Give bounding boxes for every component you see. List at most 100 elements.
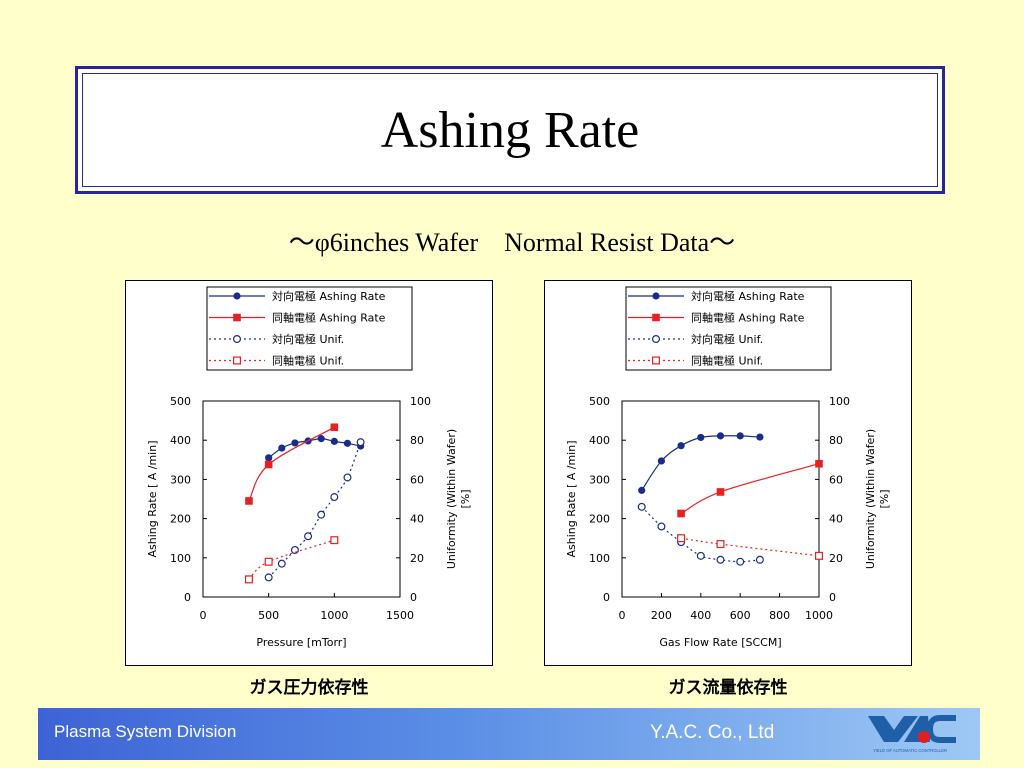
data-point — [716, 555, 725, 564]
series-line — [248, 539, 335, 580]
data-point — [677, 534, 686, 543]
y-tick-label: 300 — [170, 473, 191, 486]
data-point — [677, 442, 685, 450]
data-point — [756, 433, 764, 441]
logo-y-shape — [868, 716, 918, 742]
data-point — [652, 292, 660, 300]
page-title: Ashing Rate — [380, 101, 640, 159]
data-point — [343, 439, 352, 447]
x-tick-label: 600 — [730, 609, 751, 622]
data-point — [330, 423, 339, 432]
footer-company: Y.A.C. Co., Ltd — [650, 722, 775, 743]
y-tick-label: 400 — [589, 434, 610, 447]
legend-label: 対向電極 Ashing Rate — [691, 289, 805, 303]
data-point — [330, 493, 339, 502]
y2-axis-label: Uniformity (Within Wafer) — [445, 429, 458, 569]
data-point — [657, 457, 665, 465]
data-point — [264, 557, 273, 566]
legend-label: 同軸電極 Unif. — [272, 354, 344, 368]
x-tick-label: 1000 — [805, 609, 833, 622]
data-point — [290, 545, 299, 554]
data-point — [736, 557, 745, 566]
data-point — [304, 532, 313, 541]
x-axis-label: Pressure [mTorr] — [256, 636, 346, 649]
y-axis-label: Ashing Rate [ A /min] — [565, 440, 578, 557]
y-tick-label: 200 — [170, 513, 191, 526]
data-point — [264, 573, 273, 582]
data-point — [232, 334, 241, 343]
legend-label: 対向電極 Unif. — [272, 332, 344, 346]
x-tick-label: 0 — [200, 609, 207, 622]
series-line — [680, 463, 820, 515]
y-tick-label: 200 — [589, 513, 610, 526]
plot-area — [621, 400, 820, 598]
company-logo: YIELD OF AUTOMATIC CONTROLLER — [868, 715, 956, 753]
logo-tagline: YIELD OF AUTOMATIC CONTROLLER — [873, 748, 947, 753]
data-point — [330, 437, 338, 445]
y2-axis-label-unit: [%] — [878, 489, 891, 508]
data-point — [716, 432, 725, 440]
y2-axis-label-unit: [%] — [459, 489, 472, 508]
subtitle: ～φ6inches Wafer Normal Resist Data～ — [288, 228, 736, 257]
data-point — [330, 536, 339, 545]
data-point — [317, 510, 326, 519]
series-line — [268, 441, 362, 578]
y2-tick-label: 0 — [410, 591, 417, 604]
data-point — [815, 551, 824, 560]
chart-pressure: 0 100 200 300 400 500 0 20 40 60 80 100 0 500 1000 1500… — [125, 280, 493, 666]
y-tick-label: 500 — [589, 395, 610, 408]
legend-box — [625, 286, 832, 371]
y-tick-label: 100 — [589, 552, 610, 565]
data-point — [277, 559, 286, 568]
data-point — [652, 313, 660, 322]
x-tick-label: 400 — [690, 609, 711, 622]
data-point — [657, 522, 666, 531]
caption-pressure: ガス圧力依存性 — [249, 678, 369, 698]
plot-area — [202, 400, 401, 598]
y-tick-label: 100 — [170, 552, 191, 565]
y-tick-label: 0 — [184, 591, 191, 604]
y-tick-label: 500 — [170, 395, 191, 408]
chart-gas-flow: 0 100 200 300 400 500 0 20 40 60 80 100 0 200 400 600 80… — [544, 280, 912, 666]
y-tick-label: 300 — [589, 473, 610, 486]
y-axis-label: Ashing Rate [ A /min] — [146, 440, 159, 557]
x-tick-label: 0 — [619, 609, 626, 622]
y2-tick-label: 80 — [410, 434, 424, 447]
data-point — [677, 509, 685, 518]
data-point — [815, 459, 823, 468]
data-point — [356, 438, 365, 447]
legend-label: 対向電極 Unif. — [691, 332, 763, 346]
data-point — [716, 540, 725, 549]
x-tick-label: 1500 — [386, 609, 414, 622]
logo-c-shape — [926, 715, 956, 743]
data-point — [637, 502, 646, 511]
data-point — [244, 575, 253, 584]
title-box: Ashing Rate — [75, 66, 945, 194]
y2-tick-label: 60 — [829, 473, 843, 486]
y2-tick-label: 100 — [410, 395, 431, 408]
data-point — [317, 435, 325, 443]
x-tick-label: 800 — [769, 609, 790, 622]
y-tick-label: 400 — [170, 434, 191, 447]
legend-label: 同軸電極 Unif. — [691, 354, 763, 368]
data-point — [638, 486, 646, 494]
data-point — [651, 356, 660, 365]
y2-tick-label: 20 — [410, 552, 424, 565]
caption-gas-flow: ガス流量依存性 — [668, 678, 788, 698]
legend-label: 対向電極 Ashing Rate — [272, 289, 386, 303]
data-point — [697, 433, 705, 442]
legend-label: 同軸電極 Ashing Rate — [272, 311, 386, 325]
data-point — [278, 444, 286, 452]
data-point — [343, 473, 352, 482]
title-frame: Ashing Rate — [82, 73, 938, 187]
logo-red-dot — [918, 731, 930, 743]
y2-tick-label: 40 — [829, 513, 843, 526]
legend-label: 同軸電極 Ashing Rate — [691, 311, 805, 325]
y2-tick-label: 80 — [829, 434, 843, 447]
footer-division: Plasma System Division — [54, 722, 237, 741]
x-tick-label: 500 — [258, 609, 279, 622]
y2-tick-label: 0 — [829, 591, 836, 604]
y2-tick-label: 20 — [829, 552, 843, 565]
